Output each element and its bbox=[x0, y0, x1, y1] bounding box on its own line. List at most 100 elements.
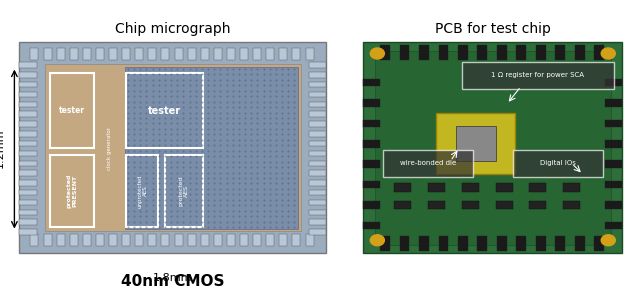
Title: PCB for test chip: PCB for test chip bbox=[435, 21, 551, 35]
Bar bbox=[19, 141, 36, 146]
Bar bbox=[516, 45, 526, 60]
Text: 1 Ω register for power SCA: 1 Ω register for power SCA bbox=[492, 72, 584, 79]
Bar bbox=[188, 48, 196, 60]
Polygon shape bbox=[364, 42, 622, 253]
Bar bbox=[19, 190, 36, 195]
Bar bbox=[31, 234, 38, 246]
Bar bbox=[70, 48, 77, 60]
Bar bbox=[306, 234, 314, 246]
FancyBboxPatch shape bbox=[462, 62, 614, 88]
Bar bbox=[309, 180, 326, 186]
Bar bbox=[19, 161, 36, 166]
Bar bbox=[161, 234, 170, 246]
Bar bbox=[175, 48, 182, 60]
Bar bbox=[19, 102, 36, 107]
Bar bbox=[109, 48, 117, 60]
Bar bbox=[56, 48, 65, 60]
Bar bbox=[135, 48, 143, 60]
Bar bbox=[605, 99, 622, 107]
Bar bbox=[594, 45, 604, 60]
Bar bbox=[122, 234, 130, 246]
Bar bbox=[280, 234, 287, 246]
Bar bbox=[70, 234, 77, 246]
Bar bbox=[428, 201, 445, 209]
Bar bbox=[19, 151, 36, 156]
Bar bbox=[96, 234, 104, 246]
Bar bbox=[19, 219, 36, 225]
Text: 1.8mm: 1.8mm bbox=[153, 272, 193, 283]
Bar bbox=[495, 201, 513, 209]
Bar bbox=[109, 234, 117, 246]
Bar bbox=[309, 151, 326, 156]
Title: Chip micrograph: Chip micrograph bbox=[115, 21, 230, 35]
FancyBboxPatch shape bbox=[383, 150, 473, 176]
Bar bbox=[253, 48, 261, 60]
Text: clock generator: clock generator bbox=[107, 126, 112, 170]
Bar bbox=[280, 48, 287, 60]
Bar bbox=[83, 234, 91, 246]
Bar bbox=[605, 160, 622, 168]
Bar bbox=[529, 183, 547, 192]
Circle shape bbox=[371, 235, 385, 246]
Bar bbox=[253, 234, 261, 246]
Bar bbox=[364, 181, 380, 188]
Bar bbox=[364, 201, 380, 209]
Bar bbox=[309, 92, 326, 97]
Bar bbox=[19, 62, 36, 68]
Bar bbox=[309, 72, 326, 78]
Bar bbox=[188, 234, 196, 246]
FancyBboxPatch shape bbox=[513, 150, 603, 176]
Bar bbox=[563, 201, 580, 209]
Bar bbox=[309, 219, 326, 225]
Bar bbox=[83, 48, 91, 60]
Bar bbox=[364, 79, 380, 86]
Bar bbox=[529, 201, 547, 209]
Bar bbox=[266, 234, 275, 246]
Bar bbox=[19, 92, 36, 97]
Bar bbox=[605, 222, 622, 229]
Bar bbox=[19, 121, 36, 127]
Bar bbox=[536, 45, 546, 60]
Bar bbox=[364, 222, 380, 229]
Circle shape bbox=[601, 48, 615, 59]
Bar bbox=[19, 111, 36, 117]
Bar bbox=[309, 62, 326, 68]
Bar bbox=[556, 236, 565, 251]
Bar bbox=[148, 234, 156, 246]
Bar bbox=[399, 236, 410, 251]
Bar bbox=[462, 201, 479, 209]
Bar bbox=[364, 140, 380, 148]
Bar bbox=[605, 140, 622, 148]
Bar bbox=[399, 45, 410, 60]
Bar bbox=[477, 236, 487, 251]
Bar bbox=[214, 48, 222, 60]
Text: 1.2mm: 1.2mm bbox=[0, 128, 5, 168]
Bar bbox=[292, 234, 301, 246]
Bar bbox=[309, 82, 326, 87]
Text: unprotected
AES: unprotected AES bbox=[137, 174, 148, 207]
Bar bbox=[96, 48, 104, 60]
Bar bbox=[161, 48, 170, 60]
Bar bbox=[309, 170, 326, 176]
Bar bbox=[309, 141, 326, 146]
Bar bbox=[536, 236, 546, 251]
Bar bbox=[380, 236, 390, 251]
FancyBboxPatch shape bbox=[45, 64, 301, 231]
Circle shape bbox=[601, 235, 615, 246]
Bar bbox=[19, 200, 36, 205]
Bar bbox=[462, 183, 479, 192]
Bar bbox=[148, 48, 156, 60]
FancyBboxPatch shape bbox=[125, 67, 298, 229]
Bar bbox=[563, 183, 580, 192]
Bar bbox=[292, 48, 301, 60]
Bar bbox=[309, 111, 326, 117]
Bar bbox=[19, 131, 36, 137]
Bar bbox=[605, 79, 622, 86]
Bar bbox=[19, 229, 36, 235]
Bar bbox=[227, 48, 235, 60]
FancyBboxPatch shape bbox=[374, 51, 611, 245]
Text: 40nm CMOS: 40nm CMOS bbox=[121, 274, 225, 289]
Bar bbox=[309, 209, 326, 215]
Bar bbox=[419, 45, 429, 60]
Bar bbox=[309, 121, 326, 127]
